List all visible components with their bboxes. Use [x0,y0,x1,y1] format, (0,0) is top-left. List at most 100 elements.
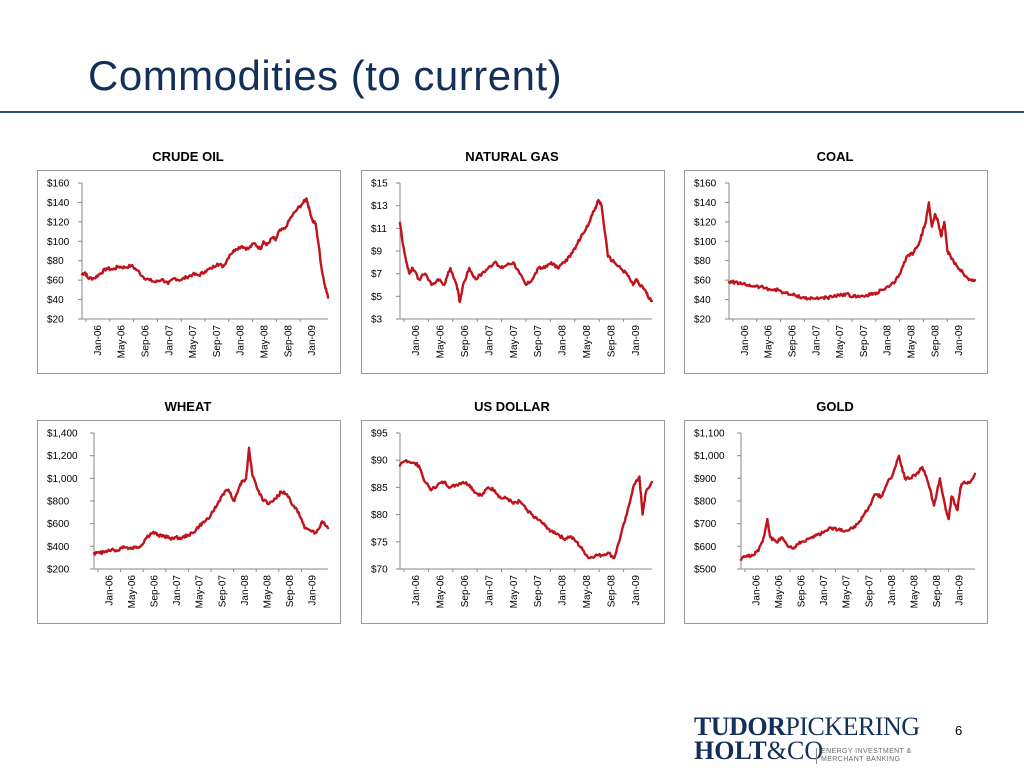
x-tick-label: Jan-08 [558,575,569,606]
x-tick-label: Sep-06 [141,325,152,358]
crude-oil-series-line [80,197,330,299]
x-tick-label: May-06 [436,575,447,609]
y-tick-label: $120 [47,217,70,228]
x-tick-label: Sep-06 [460,325,471,358]
x-tick-label: Jan-07 [811,325,822,356]
y-tick-label: $700 [694,519,717,530]
x-tick-label: Jan-06 [751,575,762,606]
y-tick-label: $3 [371,315,383,326]
y-tick-label: $400 [47,542,70,553]
x-tick-label: Jan-09 [631,575,642,606]
y-tick-label: $1,000 [694,451,725,462]
coal-chart: $20 $40 $60 $80 $100 $120 $140 $160 Jan-06 May-06… [684,170,988,374]
x-tick-label: Sep-07 [217,575,228,608]
logo-tagline: ENERGY INVESTMENT & MERCHANT BANKING [816,748,912,764]
y-tick-label: $1,100 [694,429,725,440]
gold-chart-title: GOLD [816,399,854,414]
x-tick-label: Sep-06 [460,575,471,608]
wheat-chart: $200 $400 $600 $800 $1,000 $1,200 $1,400 Jan-06… [37,420,341,624]
coal-chart-title: COAL [816,149,854,164]
x-tick-label: Jan-07 [172,575,183,606]
y-tick-label: $60 [47,276,64,287]
y-tick-label: $20 [694,315,711,326]
x-tick-label: May-07 [188,325,199,359]
y-tick-label: $11 [371,224,387,235]
y-tick-label: $140 [47,198,70,209]
x-tick-label: Jan-07 [484,325,495,356]
x-tick-label: Jan-08 [558,325,569,356]
y-tick-label: $60 [694,276,711,287]
y-tick-label: $800 [694,497,717,508]
x-tick-label: Sep-07 [533,325,544,358]
x-tick-label: Jan-09 [631,325,642,356]
y-tick-label: $9 [371,247,383,258]
y-tick-label: $80 [371,510,388,521]
y-tick-label: $80 [694,256,711,267]
y-tick-label: $100 [47,237,70,248]
x-tick-label: May-08 [260,325,271,359]
x-tick-label: Jan-06 [93,325,104,356]
y-tick-label: $600 [694,542,717,553]
x-tick-label: Sep-08 [606,575,617,608]
logo-line-2: HOLT&CO [694,736,824,765]
wheat-chart-title: WHEAT [164,399,212,414]
x-tick-label: Jan-06 [740,325,751,356]
y-tick-label: $800 [47,497,70,508]
x-tick-label: May-07 [835,325,846,359]
x-tick-label: May-08 [907,325,918,359]
crude-oil-chart-title: CRUDE OIL [152,149,224,164]
x-tick-label: Sep-08 [606,325,617,358]
x-tick-label: May-06 [117,325,128,359]
y-tick-label: $20 [47,315,64,326]
y-tick-label: $900 [694,474,717,485]
x-tick-label: Jan-07 [484,575,495,606]
y-tick-label: $13 [371,201,388,212]
company-logo: TUDORPICKERING HOLT&CO ENERGY INVESTMENT… [694,714,920,765]
wheat-series-line [92,446,330,556]
x-tick-label: Jan-09 [954,325,965,356]
y-tick-label: $75 [371,537,388,548]
gold-series-line [739,454,977,562]
x-tick-label: Jan-06 [411,325,422,356]
y-tick-label: $600 [47,519,70,530]
y-tick-label: $160 [47,179,70,190]
y-tick-label: $100 [694,237,717,248]
x-tick-label: Jan-07 [819,575,830,606]
x-tick-label: May-06 [764,325,775,359]
x-tick-label: Sep-06 [788,325,799,358]
y-tick-label: $90 [371,456,388,467]
y-tick-label: $120 [694,217,717,228]
x-tick-label: Jan-06 [411,575,422,606]
x-tick-label: Jan-08 [236,325,247,356]
x-tick-label: Jan-06 [104,575,115,606]
y-tick-label: $5 [371,292,383,303]
x-tick-label: May-08 [263,575,274,609]
logo-line-1: TUDORPICKERING [694,712,920,741]
title-divider [0,111,1024,113]
y-tick-label: $7 [371,269,383,280]
crude-oil-chart: $20 $40 $60 $80 $100 $120 $140 $160 Jan-06 May-06… [37,170,341,374]
y-tick-label: $1,000 [47,474,78,485]
natural-gas-chart-title: NATURAL GAS [465,149,559,164]
x-tick-label: Sep-07 [864,575,875,608]
y-tick-label: $200 [47,565,70,576]
coal-series-line [727,201,977,301]
y-tick-label: $80 [47,256,64,267]
y-tick-label: $500 [694,565,717,576]
x-tick-label: Jan-08 [240,575,251,606]
x-tick-label: Sep-08 [930,325,941,358]
x-tick-label: Jan-09 [308,575,319,606]
x-tick-label: May-07 [195,575,206,609]
x-tick-label: Jan-09 [307,325,318,356]
y-tick-label: $1,400 [47,429,78,440]
natural-gas-chart-svg: $3 $5 $7 $9 $11 $13 $15 Jan-06 May-06 Sep-06 Jan-0… [371,179,654,359]
page-title: Commodities (to current) [88,52,563,99]
gold-chart-svg: $500 $600 $700 $800 $900 $1,000 $1,100 Jan-06 Ma… [694,429,977,608]
x-tick-label: Sep-06 [797,575,808,608]
x-tick-label: Sep-08 [932,575,943,608]
x-tick-label: May-08 [582,575,593,609]
x-tick-label: May-08 [582,325,593,359]
natural-gas-series-line [398,198,654,304]
x-tick-label: Sep-08 [283,325,294,358]
y-tick-label: $40 [47,295,64,306]
